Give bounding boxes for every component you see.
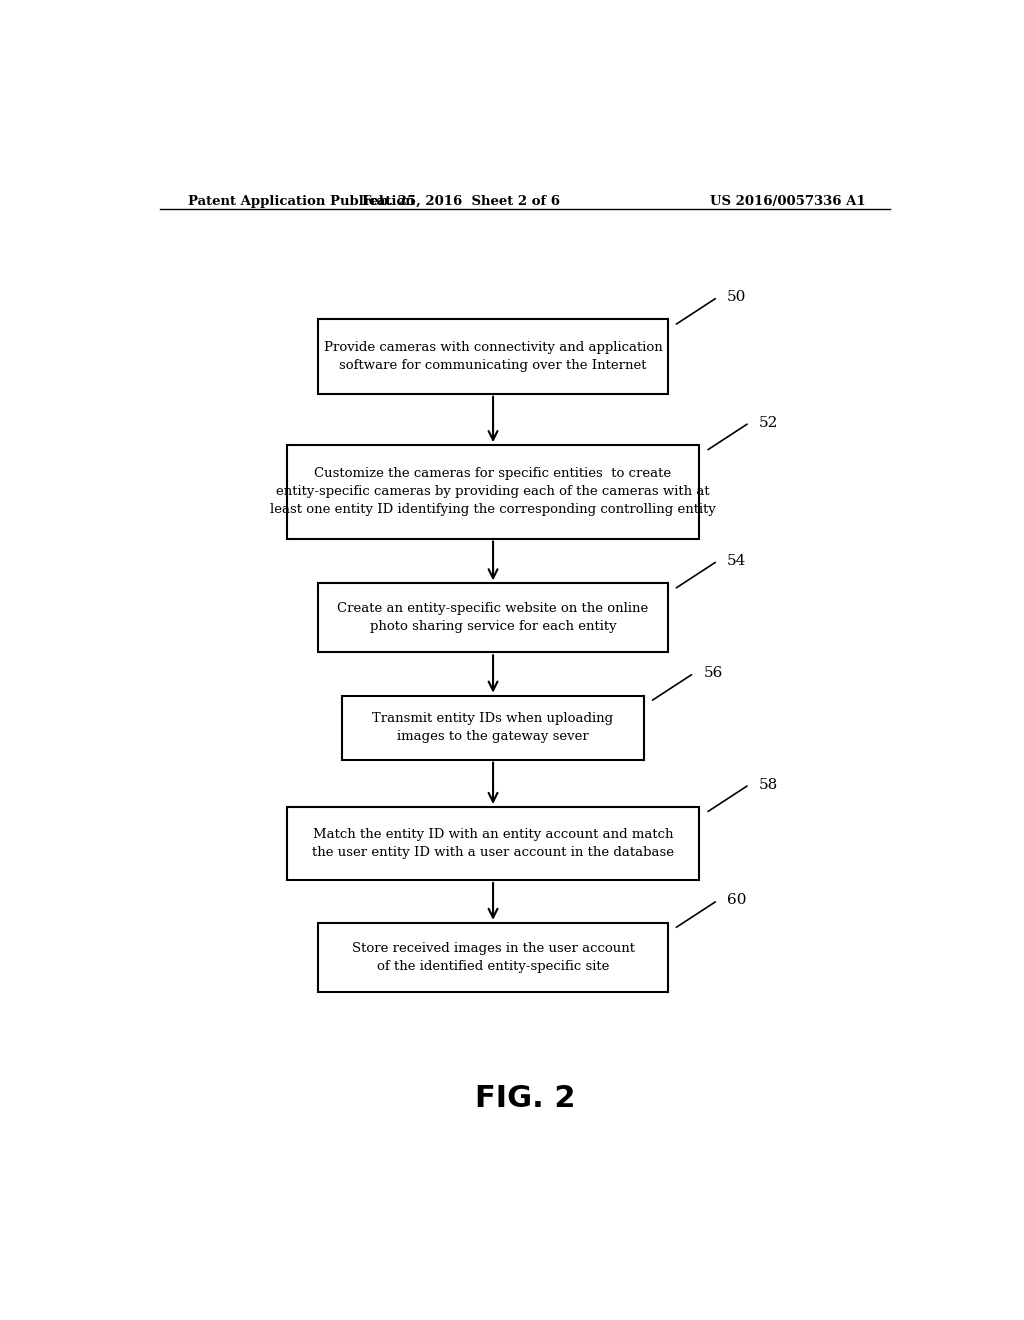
FancyBboxPatch shape — [318, 923, 668, 991]
Text: Match the entity ID with an entity account and match
the user entity ID with a u: Match the entity ID with an entity accou… — [312, 828, 674, 859]
Text: 54: 54 — [727, 554, 746, 568]
Text: 50: 50 — [727, 290, 746, 304]
FancyBboxPatch shape — [287, 807, 699, 880]
Text: 60: 60 — [727, 894, 746, 907]
FancyBboxPatch shape — [287, 445, 699, 539]
Text: 56: 56 — [703, 667, 723, 680]
Text: Store received images in the user account
of the identified entity-specific site: Store received images in the user accoun… — [351, 941, 635, 973]
Text: Feb. 25, 2016  Sheet 2 of 6: Feb. 25, 2016 Sheet 2 of 6 — [362, 194, 560, 207]
Text: Patent Application Publication: Patent Application Publication — [187, 194, 415, 207]
Text: FIG. 2: FIG. 2 — [474, 1084, 575, 1113]
FancyBboxPatch shape — [342, 696, 644, 759]
FancyBboxPatch shape — [318, 583, 668, 652]
Text: 52: 52 — [759, 416, 778, 430]
Text: Create an entity-specific website on the online
photo sharing service for each e: Create an entity-specific website on the… — [338, 602, 648, 634]
Text: Transmit entity IDs when uploading
images to the gateway sever: Transmit entity IDs when uploading image… — [373, 711, 613, 743]
Text: Provide cameras with connectivity and application
software for communicating ove: Provide cameras with connectivity and ap… — [324, 341, 663, 372]
Text: Customize the cameras for specific entities  to create
entity-specific cameras b: Customize the cameras for specific entit… — [270, 467, 716, 516]
Text: 58: 58 — [759, 777, 778, 792]
FancyBboxPatch shape — [318, 319, 668, 393]
Text: US 2016/0057336 A1: US 2016/0057336 A1 — [711, 194, 866, 207]
